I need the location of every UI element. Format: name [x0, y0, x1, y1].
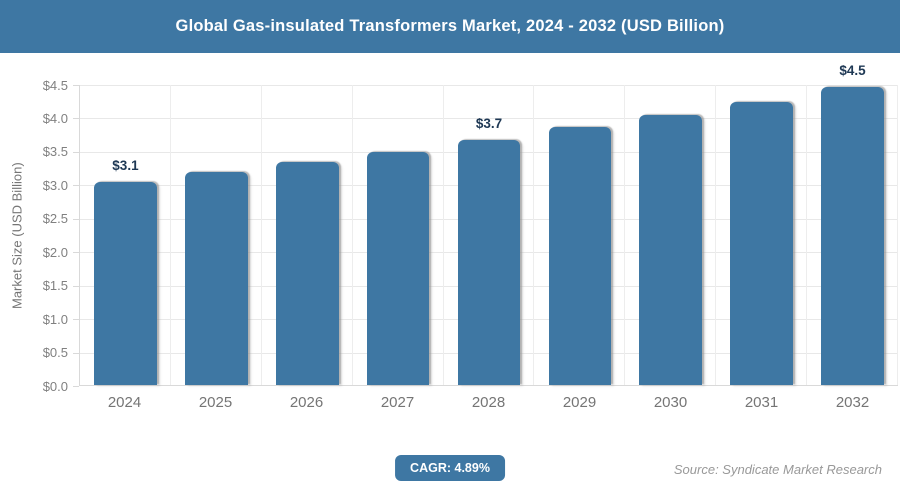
y-axis-tick-mark: [73, 252, 79, 254]
x-axis-label-2027: 2027: [380, 394, 415, 411]
x-axis-label-2031: 2031: [744, 394, 779, 411]
y-axis-tick-label: $0.0: [42, 378, 68, 394]
bar-slot-2028: $3.7: [444, 85, 535, 385]
page-title: Global Gas-insulated Transformers Market…: [175, 17, 725, 35]
bar-slot-2025: [171, 85, 262, 385]
bar-value-label-2032: $4.5: [839, 63, 866, 79]
y-axis-tick-label: $2.5: [42, 211, 68, 227]
bar-slot-2032: $4.5: [807, 63, 898, 385]
x-axis-label-2024: 2024: [107, 394, 142, 411]
bar-slot-2031: [716, 85, 807, 385]
y-axis-tick-label: $4.5: [42, 77, 68, 93]
y-axis-tick-label: $4.0: [42, 110, 68, 126]
y-axis-tick-label: $3.5: [42, 144, 68, 160]
bar-slot-2026: [262, 85, 353, 385]
cagr-badge: CAGR: 4.89%: [395, 455, 505, 481]
bar-slot-2027: [353, 85, 444, 385]
x-axis-label-2028: 2028: [471, 394, 506, 411]
x-axis-labels: 2024 2025 2026 2027 2028 2029 2030 2031 2032: [79, 394, 898, 411]
gridline-vertical: [442, 85, 444, 385]
y-axis-tick-mark: [73, 218, 79, 220]
y-axis-tick-label: $3.0: [42, 177, 68, 193]
bar-2029[interactable]: [548, 127, 612, 385]
y-axis-tick-mark: [73, 319, 79, 321]
x-axis-label-2025: 2025: [198, 394, 233, 411]
bar-2028[interactable]: [457, 139, 521, 385]
bar-2025[interactable]: [184, 171, 248, 385]
bar-value-label-2028: $3.7: [475, 115, 503, 131]
chart-title-bar: Global Gas-insulated Transformers Market…: [0, 0, 900, 53]
gridline-vertical: [533, 85, 535, 385]
y-axis-tick-mark: [73, 85, 79, 86]
y-axis-tick-label: $1.0: [42, 311, 68, 327]
bar-2024[interactable]: [94, 181, 157, 385]
gridline-horizontal: [80, 85, 898, 86]
y-axis-tick-label: $0.5: [42, 345, 68, 361]
y-axis-tick-mark: [73, 185, 79, 187]
gridline-vertical: [624, 85, 626, 385]
gridline-horizontal: [80, 118, 898, 120]
bar-slot-2024: $3.1: [80, 85, 171, 385]
y-axis-tick-mark: [73, 386, 79, 387]
x-axis-label-2032: 2032: [835, 394, 870, 411]
gridline-vertical: [897, 85, 898, 385]
gridline-vertical: [715, 85, 717, 385]
bar-slot-2029: [534, 85, 625, 385]
gridline-vertical: [260, 85, 262, 385]
bar-value-label-2024: $3.1: [112, 158, 139, 173]
y-axis-tick-label: $2.0: [42, 244, 68, 260]
bar-2026[interactable]: [275, 161, 339, 385]
y-axis-tick-mark: [73, 285, 79, 287]
gridline-vertical: [169, 85, 171, 385]
gridline-vertical: [806, 85, 808, 385]
y-axis-tick-label: $1.5: [42, 278, 68, 294]
source-attribution: Source: Syndicate Market Research: [673, 462, 882, 477]
x-axis-label-2030: 2030: [653, 394, 688, 411]
bar-2030[interactable]: [639, 115, 703, 385]
gridline-vertical: [351, 85, 353, 385]
y-axis-tick-mark: [73, 118, 79, 120]
x-axis-label-2029: 2029: [562, 394, 597, 411]
x-axis-label-2026: 2026: [289, 394, 324, 411]
bar-2032[interactable]: [821, 87, 884, 385]
bar-slot-2030: [625, 85, 716, 385]
bar-2027[interactable]: [366, 151, 430, 385]
plot-area: $3.1 $3.7 $4.5: [79, 63, 898, 386]
bar-2031[interactable]: [730, 101, 793, 385]
y-axis-title: Market Size (USD Billion): [9, 162, 25, 309]
y-axis-tick-mark: [73, 352, 79, 354]
y-axis-tick-mark: [73, 151, 79, 153]
